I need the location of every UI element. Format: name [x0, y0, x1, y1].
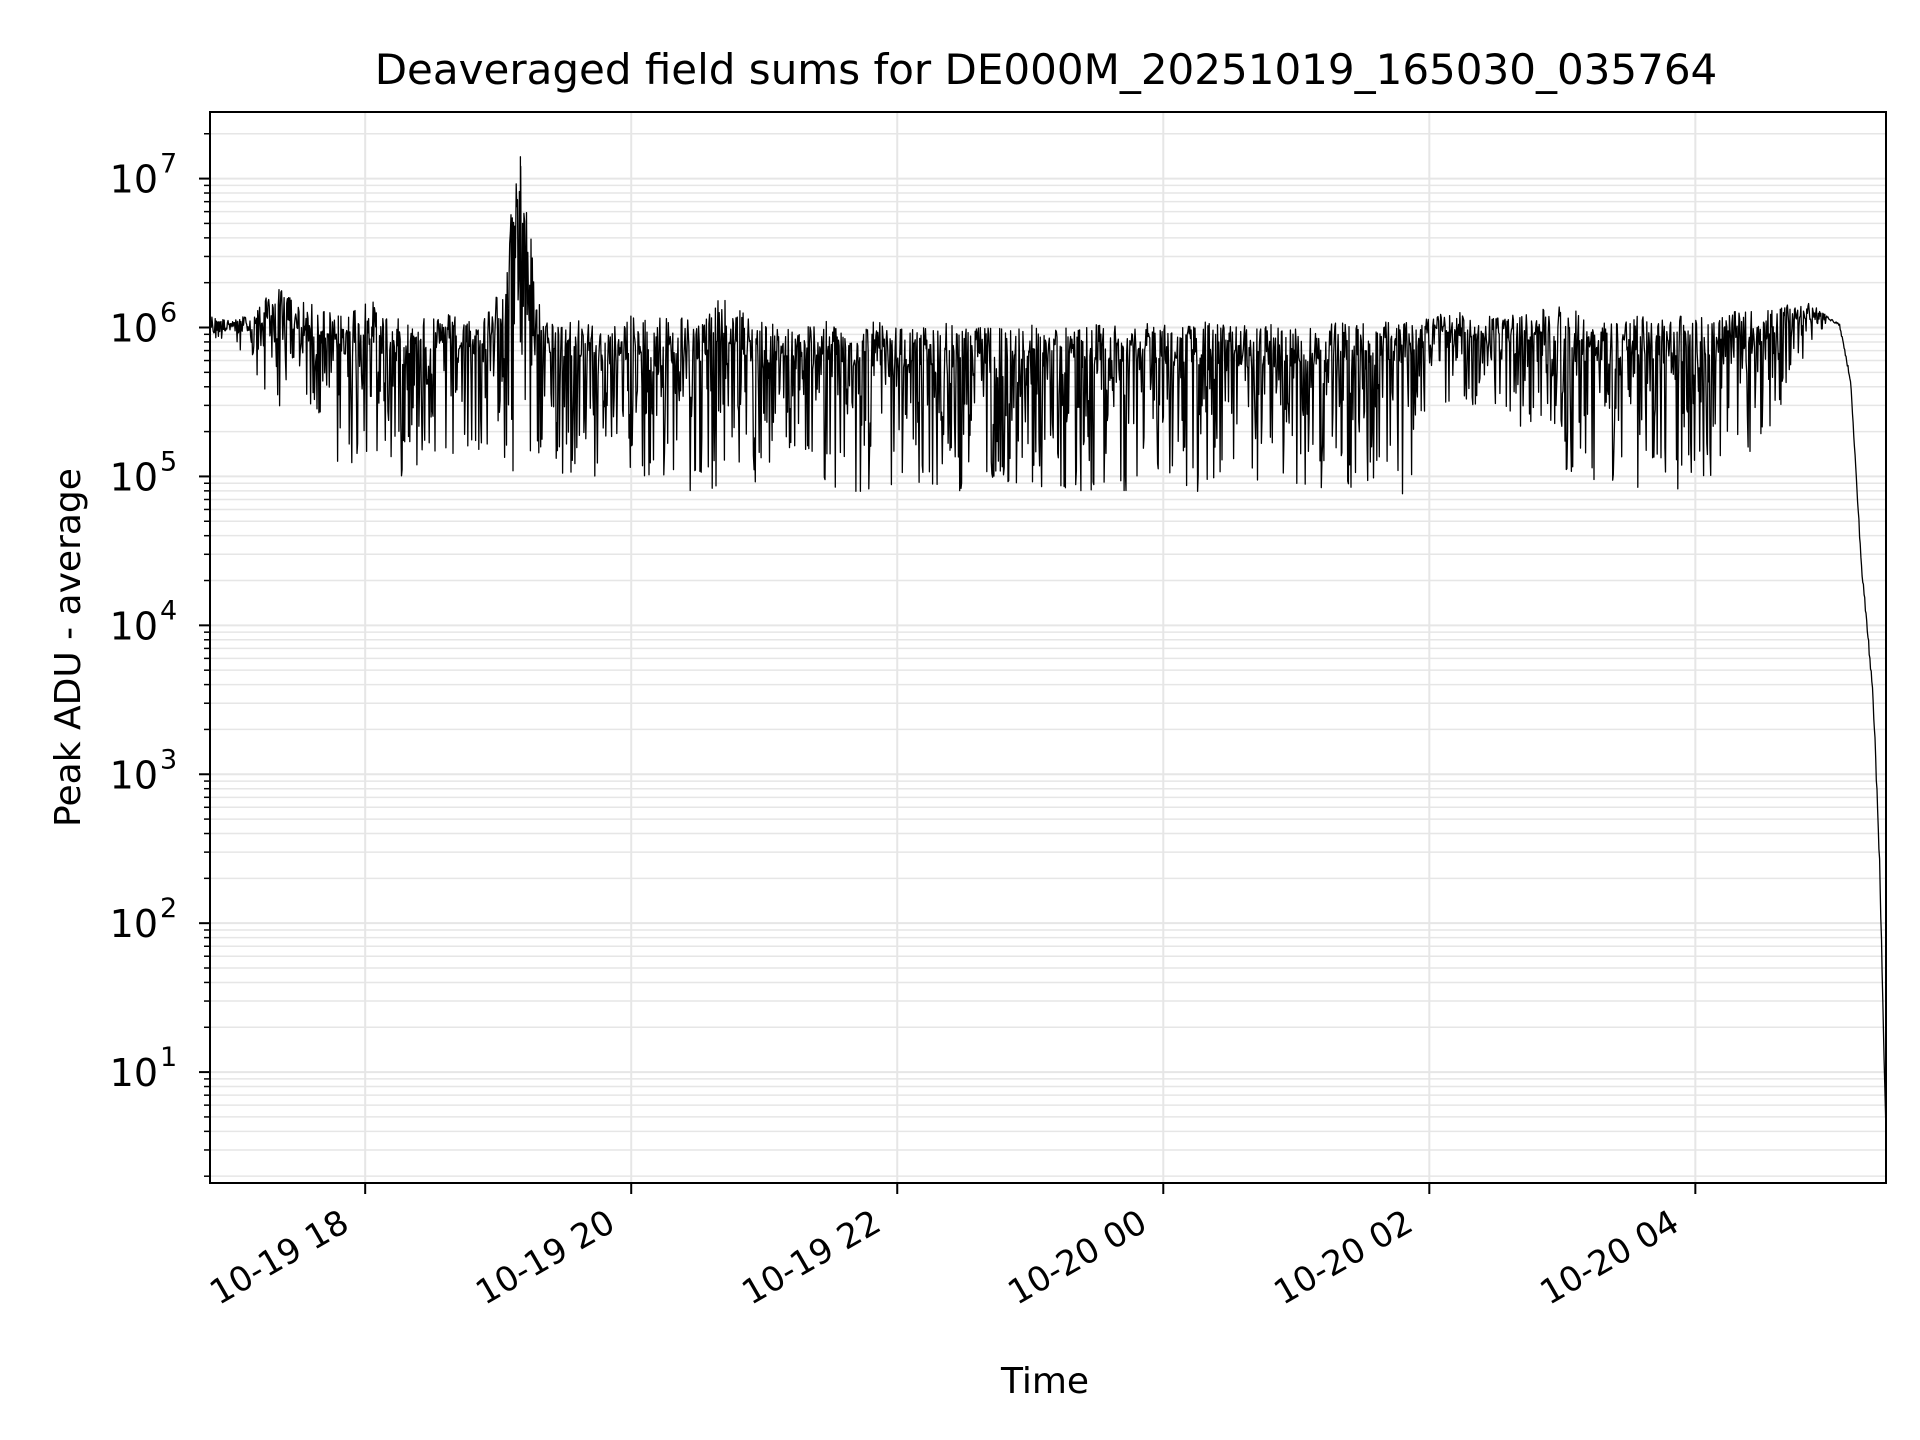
y-tick-label: 10 [110, 604, 158, 648]
y-tick-exponent: 7 [160, 149, 177, 180]
y-tick-label: 10 [110, 455, 158, 499]
y-tick-label: 10 [110, 307, 158, 351]
axis-ticks [199, 133, 1697, 1194]
y-tick-exponent: 6 [160, 298, 177, 329]
series-line [209, 156, 1887, 1133]
y-axis-label: Peak ADU - average [48, 468, 89, 827]
y-tick-exponent: 1 [160, 1042, 177, 1073]
chart-title: Deaveraged field sums for DE000M_2025101… [375, 45, 1718, 94]
y-tick-exponent: 5 [160, 446, 177, 477]
x-axis-label: Time [1000, 1361, 1089, 1402]
y-tick-label: 10 [110, 753, 158, 797]
y-tick-label: 10 [110, 902, 158, 946]
y-tick-exponent: 2 [160, 893, 177, 924]
y-tick-label: 10 [110, 158, 158, 202]
plot-frame [209, 111, 1887, 1184]
y-tick-exponent: 3 [160, 744, 177, 775]
data-series [209, 156, 1887, 1133]
y-tick-label: 10 [110, 1051, 158, 1095]
y-tick-exponent: 4 [160, 595, 177, 626]
